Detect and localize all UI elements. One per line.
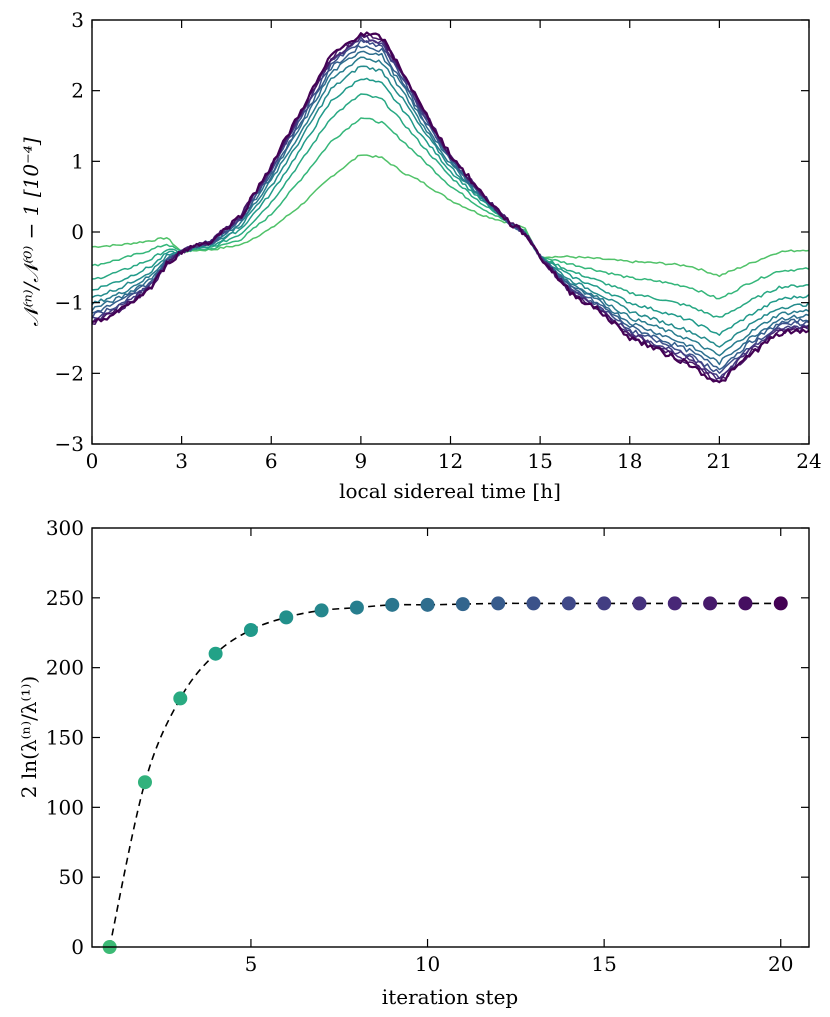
- bottom-data-point: [773, 596, 788, 611]
- top-x-tick-label: 0: [86, 449, 99, 473]
- top-x-tick-label: 9: [355, 449, 368, 473]
- bottom-data-point: [632, 596, 647, 611]
- top-x-tick-label: 21: [707, 449, 732, 473]
- bottom-data-point: [279, 610, 294, 625]
- top-series-line: [91, 34, 810, 380]
- bottom-x-tick-label: 15: [591, 952, 616, 976]
- bottom-y-tick-label: 250: [46, 586, 84, 610]
- top-series-line: [91, 31, 810, 383]
- bottom-data-point: [137, 775, 152, 790]
- bottom-data-point: [385, 597, 400, 612]
- top-y-tick-label: 3: [71, 8, 84, 32]
- bottom-plot-frame: [91, 527, 810, 948]
- bottom-x-axis-label: iteration step: [382, 985, 518, 1009]
- bottom-y-tick-label: 300: [46, 516, 84, 540]
- top-y-tick-label: −2: [55, 361, 84, 385]
- bottom-data-point: [597, 596, 612, 611]
- bottom-data-point: [738, 596, 753, 611]
- bottom-data-point: [667, 596, 682, 611]
- top-series-line: [91, 93, 809, 318]
- bottom-x-tick-label: 5: [245, 952, 258, 976]
- bottom-data-point: [173, 691, 188, 706]
- bottom-data-point: [243, 622, 258, 637]
- top-y-tick-label: −3: [55, 432, 84, 456]
- top-x-tick-label: 12: [438, 449, 463, 473]
- bottom-data-point: [420, 597, 435, 612]
- top-series-group: [91, 31, 810, 384]
- top-series-line: [91, 65, 810, 348]
- top-plot-frame: [91, 19, 810, 445]
- top-x-tick-label: 18: [617, 449, 642, 473]
- top-y-tick-label: 1: [71, 149, 84, 173]
- top-y-tick-label: 0: [71, 220, 84, 244]
- top-series-line: [91, 77, 810, 336]
- bottom-y-tick-label: 200: [46, 656, 84, 680]
- bottom-data-point: [314, 603, 329, 618]
- bottom-y-axis-label: 2 ln(λ⁽ⁿ⁾/λ⁽¹⁾): [17, 676, 41, 798]
- bottom-points-group: [102, 596, 788, 954]
- bottom-x-tick-label: 10: [415, 952, 440, 976]
- top-y-tick-label: 2: [71, 79, 84, 103]
- bottom-data-point: [561, 596, 576, 611]
- top-x-tick-label: 15: [527, 449, 552, 473]
- top-series-line: [91, 44, 810, 371]
- bottom-data-point: [526, 596, 541, 611]
- bottom-y-tick-label: 100: [46, 795, 84, 819]
- bottom-y-tick-label: 0: [71, 935, 84, 959]
- top-y-axis-label: 𝒩⁽ⁿ⁾/𝒩⁽⁰⁾ − 1 [10⁻⁴]: [19, 137, 43, 326]
- top-series-line: [91, 50, 810, 366]
- bottom-data-point: [455, 597, 470, 612]
- bottom-data-point: [349, 600, 364, 615]
- bottom-data-point: [491, 596, 506, 611]
- top-x-tick-label: 6: [265, 449, 278, 473]
- top-series-line: [91, 36, 810, 380]
- top-series-line: [91, 39, 810, 374]
- top-x-tick-label: 24: [796, 449, 821, 473]
- top-y-tick-label: −1: [55, 291, 84, 315]
- bottom-y-tick-label: 50: [59, 865, 84, 889]
- top-x-tick-label: 3: [175, 449, 188, 473]
- bottom-x-tick-label: 20: [768, 952, 793, 976]
- top-x-axis-label: local sidereal time [h]: [339, 479, 561, 503]
- top-series-line: [91, 154, 810, 278]
- top-series-line: [91, 117, 810, 300]
- bottom-data-point: [703, 596, 718, 611]
- top-series-line: [91, 33, 810, 384]
- bottom-data-point: [208, 646, 223, 661]
- bottom-y-tick-label: 150: [46, 726, 84, 750]
